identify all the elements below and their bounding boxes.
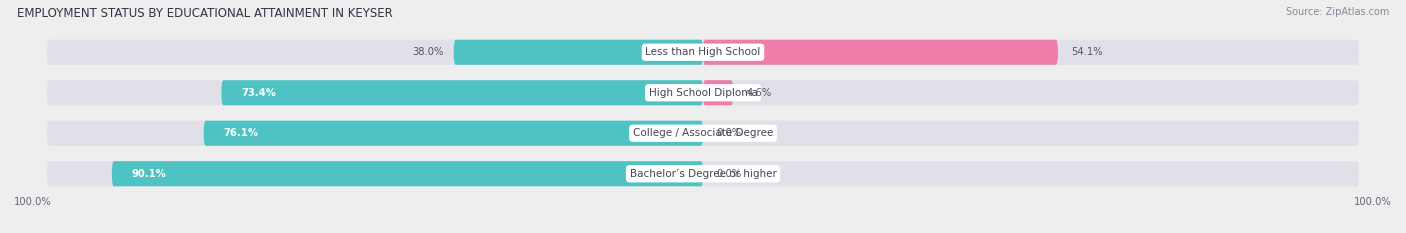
Text: Bachelor’s Degree or higher: Bachelor’s Degree or higher bbox=[630, 169, 776, 179]
FancyBboxPatch shape bbox=[454, 40, 703, 65]
FancyBboxPatch shape bbox=[46, 80, 1360, 105]
Text: 90.1%: 90.1% bbox=[132, 169, 166, 179]
FancyBboxPatch shape bbox=[204, 121, 703, 146]
Text: EMPLOYMENT STATUS BY EDUCATIONAL ATTAINMENT IN KEYSER: EMPLOYMENT STATUS BY EDUCATIONAL ATTAINM… bbox=[17, 7, 392, 20]
FancyBboxPatch shape bbox=[46, 121, 1360, 146]
FancyBboxPatch shape bbox=[703, 40, 1057, 65]
Text: 0.0%: 0.0% bbox=[716, 128, 741, 138]
Text: 100.0%: 100.0% bbox=[14, 197, 52, 207]
Text: 4.6%: 4.6% bbox=[747, 88, 772, 98]
FancyBboxPatch shape bbox=[46, 161, 1360, 186]
Text: 76.1%: 76.1% bbox=[224, 128, 259, 138]
Text: Less than High School: Less than High School bbox=[645, 47, 761, 57]
Text: 38.0%: 38.0% bbox=[412, 47, 444, 57]
FancyBboxPatch shape bbox=[221, 80, 703, 105]
Text: College / Associate Degree: College / Associate Degree bbox=[633, 128, 773, 138]
Text: 0.0%: 0.0% bbox=[716, 169, 741, 179]
Text: 100.0%: 100.0% bbox=[1354, 197, 1392, 207]
FancyBboxPatch shape bbox=[703, 80, 733, 105]
Text: High School Diploma: High School Diploma bbox=[648, 88, 758, 98]
Text: 54.1%: 54.1% bbox=[1071, 47, 1102, 57]
FancyBboxPatch shape bbox=[46, 40, 1360, 65]
Text: Source: ZipAtlas.com: Source: ZipAtlas.com bbox=[1285, 7, 1389, 17]
Text: 73.4%: 73.4% bbox=[240, 88, 276, 98]
FancyBboxPatch shape bbox=[112, 161, 703, 186]
